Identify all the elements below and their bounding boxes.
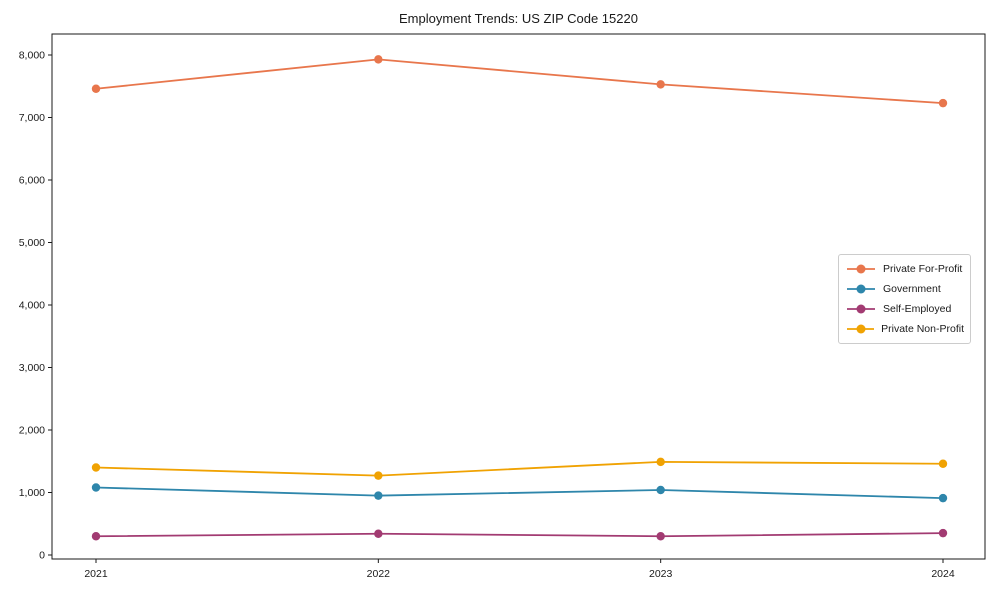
data-point — [91, 483, 101, 492]
legend-row: Private For-Profit — [846, 259, 964, 279]
data-point — [938, 459, 948, 468]
x-tick-label: 2022 — [367, 568, 391, 580]
legend-label: Private Non-Profit — [881, 323, 964, 335]
series-line — [95, 460, 944, 477]
legend-marker-icon — [847, 324, 875, 334]
data-point — [938, 528, 948, 538]
legend-row: Government — [846, 279, 964, 299]
y-tick-label: 3,000 — [19, 362, 45, 374]
x-tick-label: 2023 — [649, 568, 673, 580]
y-tick-label: 8,000 — [19, 50, 45, 62]
legend-label: Self-Employed — [883, 303, 952, 315]
plot-frame — [51, 33, 986, 560]
y-tick-label: 7,000 — [19, 112, 45, 124]
data-point — [938, 493, 948, 503]
legend-marker-icon — [847, 284, 875, 294]
chart-title: Employment Trends: US ZIP Code 15220 — [399, 11, 638, 26]
legend-marker-icon — [847, 304, 875, 314]
series-line — [95, 486, 944, 500]
data-point — [91, 84, 101, 93]
legend-label: Private For-Profit — [883, 263, 963, 275]
legend-row: Self-Employed — [846, 299, 964, 319]
legend-label: Government — [883, 283, 941, 295]
x-tick-label: 2021 — [84, 568, 108, 580]
data-point — [656, 457, 665, 467]
data-point — [374, 529, 383, 538]
data-point — [938, 98, 948, 108]
legend-marker-icon — [847, 264, 875, 274]
data-point — [374, 55, 383, 64]
data-point — [374, 491, 383, 500]
y-tick-label: 1,000 — [19, 487, 45, 499]
series-line — [95, 532, 944, 538]
data-point — [656, 80, 665, 89]
data-point — [374, 471, 383, 480]
series-line — [95, 58, 944, 105]
data-point — [656, 532, 665, 541]
y-tick-label: 4,000 — [19, 300, 45, 312]
data-point — [91, 463, 101, 472]
legend-row: Private Non-Profit — [846, 319, 964, 339]
y-tick-label: 2,000 — [19, 425, 45, 437]
legend: Private For-Profit Government Self-Employe… — [838, 254, 971, 344]
y-tick-label: 6,000 — [19, 175, 45, 187]
data-point — [656, 485, 665, 495]
y-tick-label: 0 — [39, 550, 45, 562]
x-tick-label: 2024 — [931, 568, 955, 580]
data-point — [91, 532, 101, 541]
y-tick-label: 5,000 — [19, 237, 45, 249]
